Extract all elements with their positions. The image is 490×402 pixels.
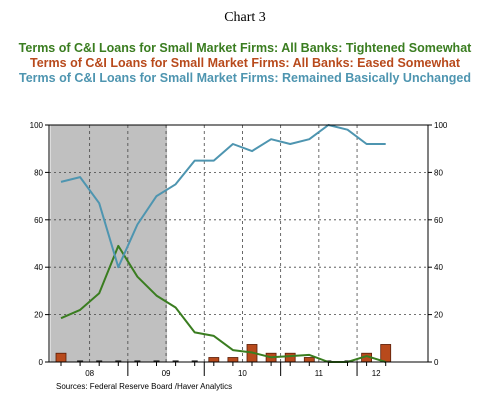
- x-tick-label: 12: [372, 369, 381, 378]
- bar-eased-somewhat: [208, 357, 220, 363]
- x-tick-label: 10: [238, 369, 247, 378]
- y-tick-label-left: 80: [34, 168, 43, 177]
- bar-eased-somewhat: [284, 352, 296, 363]
- x-tick-label: 08: [85, 369, 94, 378]
- series-line-remained-unchanged: [60, 124, 386, 269]
- recession-shading: [50, 125, 168, 362]
- bar-eased-somewhat: [55, 352, 67, 363]
- bar-eased-somewhat: [380, 344, 392, 363]
- legend-eased-somewhat: Terms of C&I Loans for Small Market Firm…: [30, 56, 460, 70]
- y-tick-label-left: 20: [34, 311, 43, 320]
- y-tick-label-left: 60: [34, 216, 43, 225]
- source-note: Sources: Federal Reserve Board /Haver An…: [56, 382, 233, 391]
- plot-frame: [48, 124, 429, 363]
- y-tick-label-right: 0: [434, 358, 439, 367]
- y-tick-label-right: 40: [434, 263, 443, 272]
- y-tick-label-right: 100: [434, 121, 448, 130]
- legend-tightened-somewhat: Terms of C&I Loans for Small Market Firm…: [18, 41, 472, 55]
- y-tick-label-right: 20: [434, 311, 443, 320]
- y-tick-label-right: 60: [434, 216, 443, 225]
- legend-remained-unchanged: Terms of C&I Loans for Small Market Firm…: [19, 71, 471, 85]
- y-tick-label-left: 40: [34, 263, 43, 272]
- y-tick-label-left: 0: [39, 358, 44, 367]
- chart-title: Chart 3: [224, 10, 266, 25]
- x-tick-label: 09: [162, 369, 171, 378]
- y-tick-label-right: 80: [434, 168, 443, 177]
- bar-eased-somewhat: [227, 357, 239, 363]
- bar-eased-somewhat: [303, 357, 315, 363]
- y-tick-label-left: 100: [30, 121, 44, 130]
- x-tick-label: 11: [315, 369, 324, 378]
